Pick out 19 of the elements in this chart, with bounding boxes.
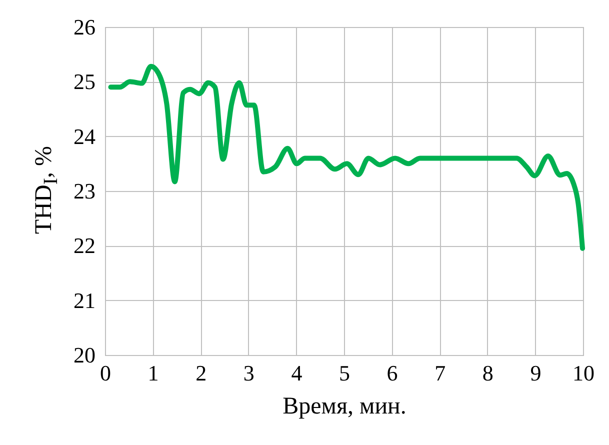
x-axis-title: Время, мин.	[282, 394, 406, 420]
x-tick-label: 8	[482, 360, 494, 386]
x-tick-label: 7	[434, 360, 446, 386]
x-tick-label: 9	[530, 360, 542, 386]
y-tick-label: 21	[74, 288, 96, 313]
y-tick-label: 24	[74, 124, 96, 149]
x-tick-label: 0	[100, 360, 111, 386]
x-tick-label: 3	[243, 360, 254, 386]
y-tick-label: 20	[74, 342, 96, 368]
y-tick-label: 26	[74, 14, 96, 40]
x-tick-label: 5	[339, 360, 350, 386]
y-tick-label: 23	[74, 178, 96, 204]
y-tick-label: 25	[74, 69, 96, 94]
x-tick-label: 10	[572, 360, 594, 386]
x-tick-label: 1	[148, 360, 159, 386]
x-tick-label: 6	[386, 360, 398, 386]
y-tick-label: 22	[74, 233, 96, 258]
x-tick-label: 4	[291, 360, 302, 386]
x-tick-label: 2	[196, 360, 207, 386]
